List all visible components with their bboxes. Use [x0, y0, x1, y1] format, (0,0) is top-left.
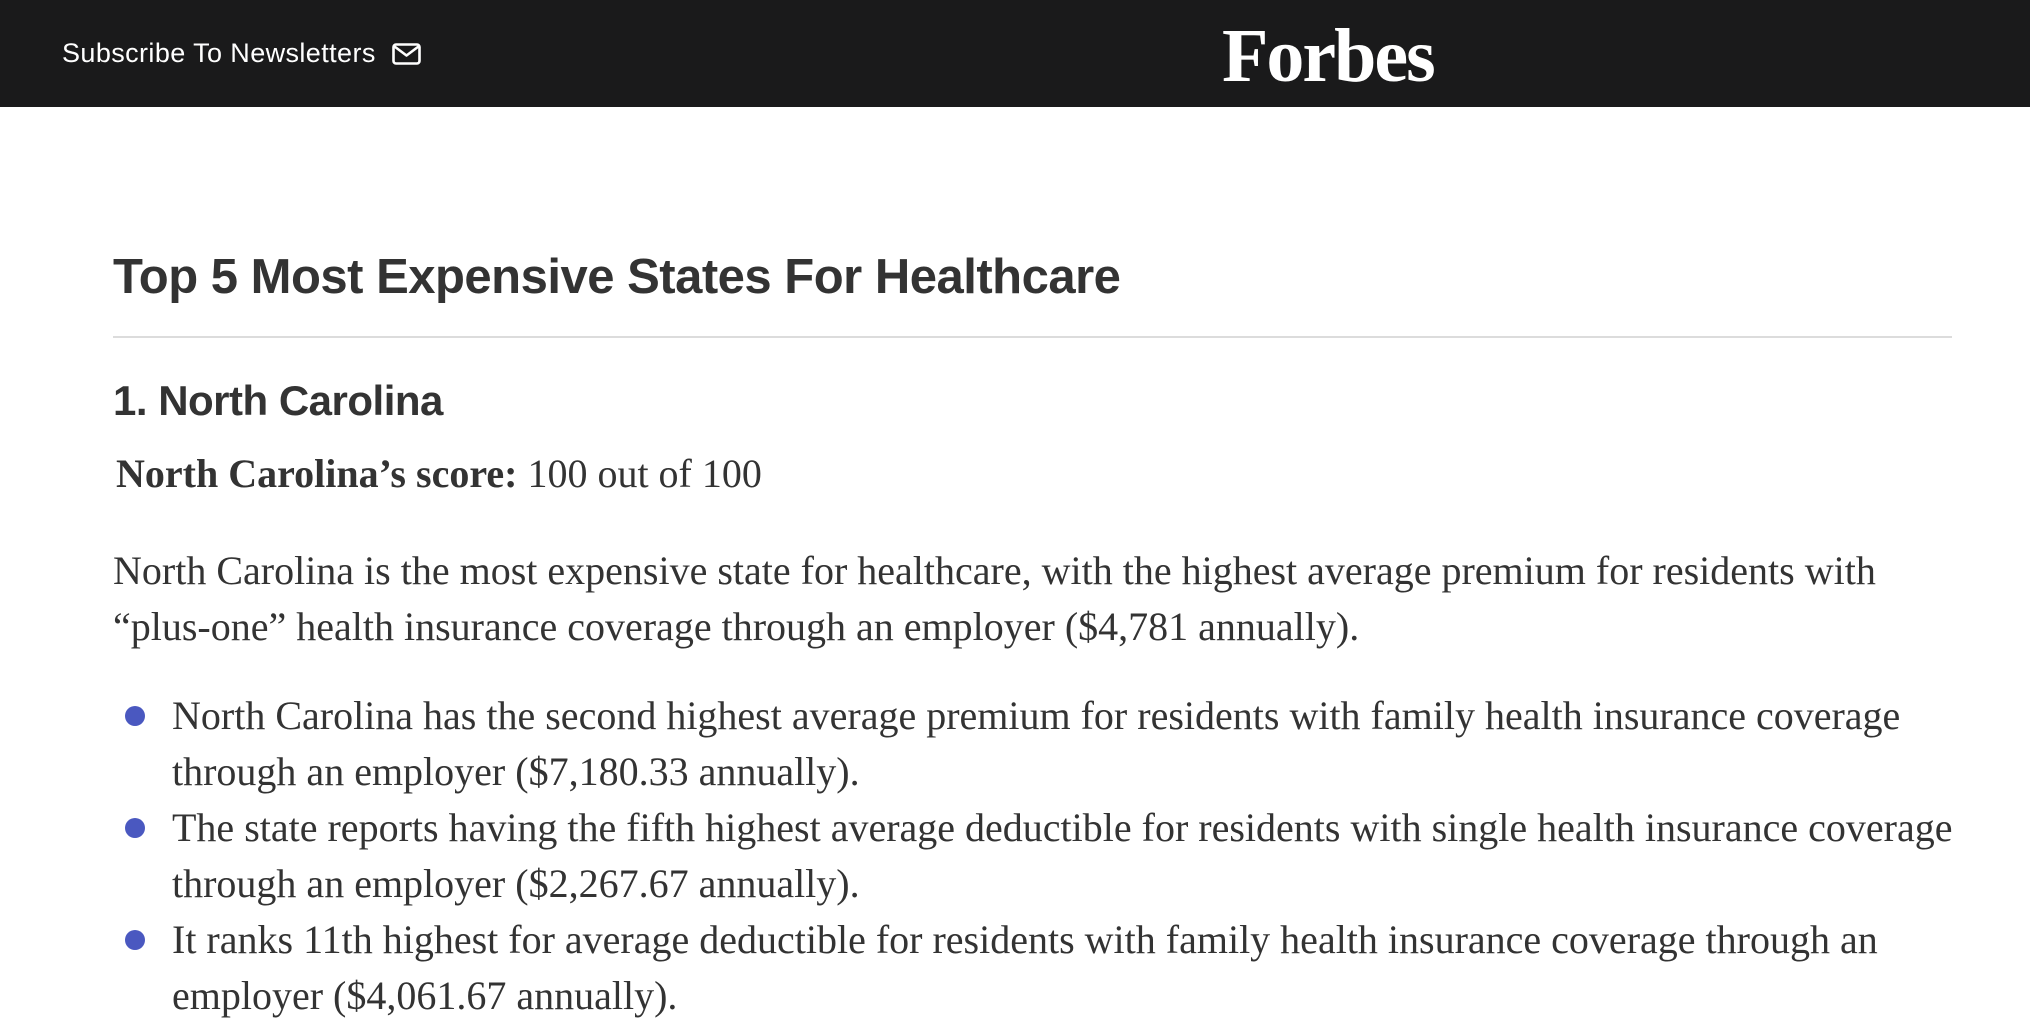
section-heading-north-carolina: 1. North Carolina: [113, 377, 443, 424]
forbes-logo[interactable]: Forbes: [1222, 14, 1436, 98]
title-divider: [113, 336, 1952, 338]
intro-paragraph-line: “plus-one” health insurance coverage thr…: [113, 604, 1360, 649]
intro-paragraph-line: North Carolina is the most expensive sta…: [113, 548, 1876, 593]
subscribe-newsletters-link[interactable]: Subscribe To Newsletters: [62, 0, 421, 107]
bullet-item-line: It ranks 11th highest for average deduct…: [172, 917, 1878, 962]
bullet-item: The state reports having the fifth highe…: [113, 800, 1952, 912]
bullet-item-line: North Carolina has the second highest av…: [172, 693, 1901, 738]
subscribe-newsletters-label: Subscribe To Newsletters: [62, 38, 376, 68]
article-title: Top 5 Most Expensive States For Healthca…: [113, 250, 1121, 304]
bullet-dot-icon: [125, 818, 145, 838]
bullet-dot-icon: [125, 930, 145, 950]
score-label: North Carolina’s score:: [116, 451, 518, 496]
score-line: North Carolina’s score: 100 out of 100: [116, 449, 762, 499]
bullet-item-line: employer ($4,061.67 annually).: [172, 973, 678, 1018]
score-value: 100 out of 100: [527, 451, 762, 496]
hamburger-menu-icon[interactable]: [0, 38, 6, 68]
intro-paragraph: North Carolina is the most expensive sta…: [113, 543, 1876, 655]
bullet-item-line: through an employer ($7,180.33 annually)…: [172, 749, 860, 794]
bullet-item: North Carolina has the second highest av…: [113, 688, 1952, 800]
bullet-dot-icon: [125, 706, 145, 726]
top-nav-bar: Subscribe To Newsletters Forbes: [0, 0, 2030, 107]
mail-icon: [391, 42, 421, 65]
bullet-item-line: The state reports having the fifth highe…: [172, 805, 1953, 850]
bullet-list: North Carolina has the second highest av…: [113, 688, 1952, 1019]
bullet-item: It ranks 11th highest for average deduct…: [113, 912, 1952, 1019]
bullet-item-line: through an employer ($2,267.67 annually)…: [172, 861, 860, 906]
